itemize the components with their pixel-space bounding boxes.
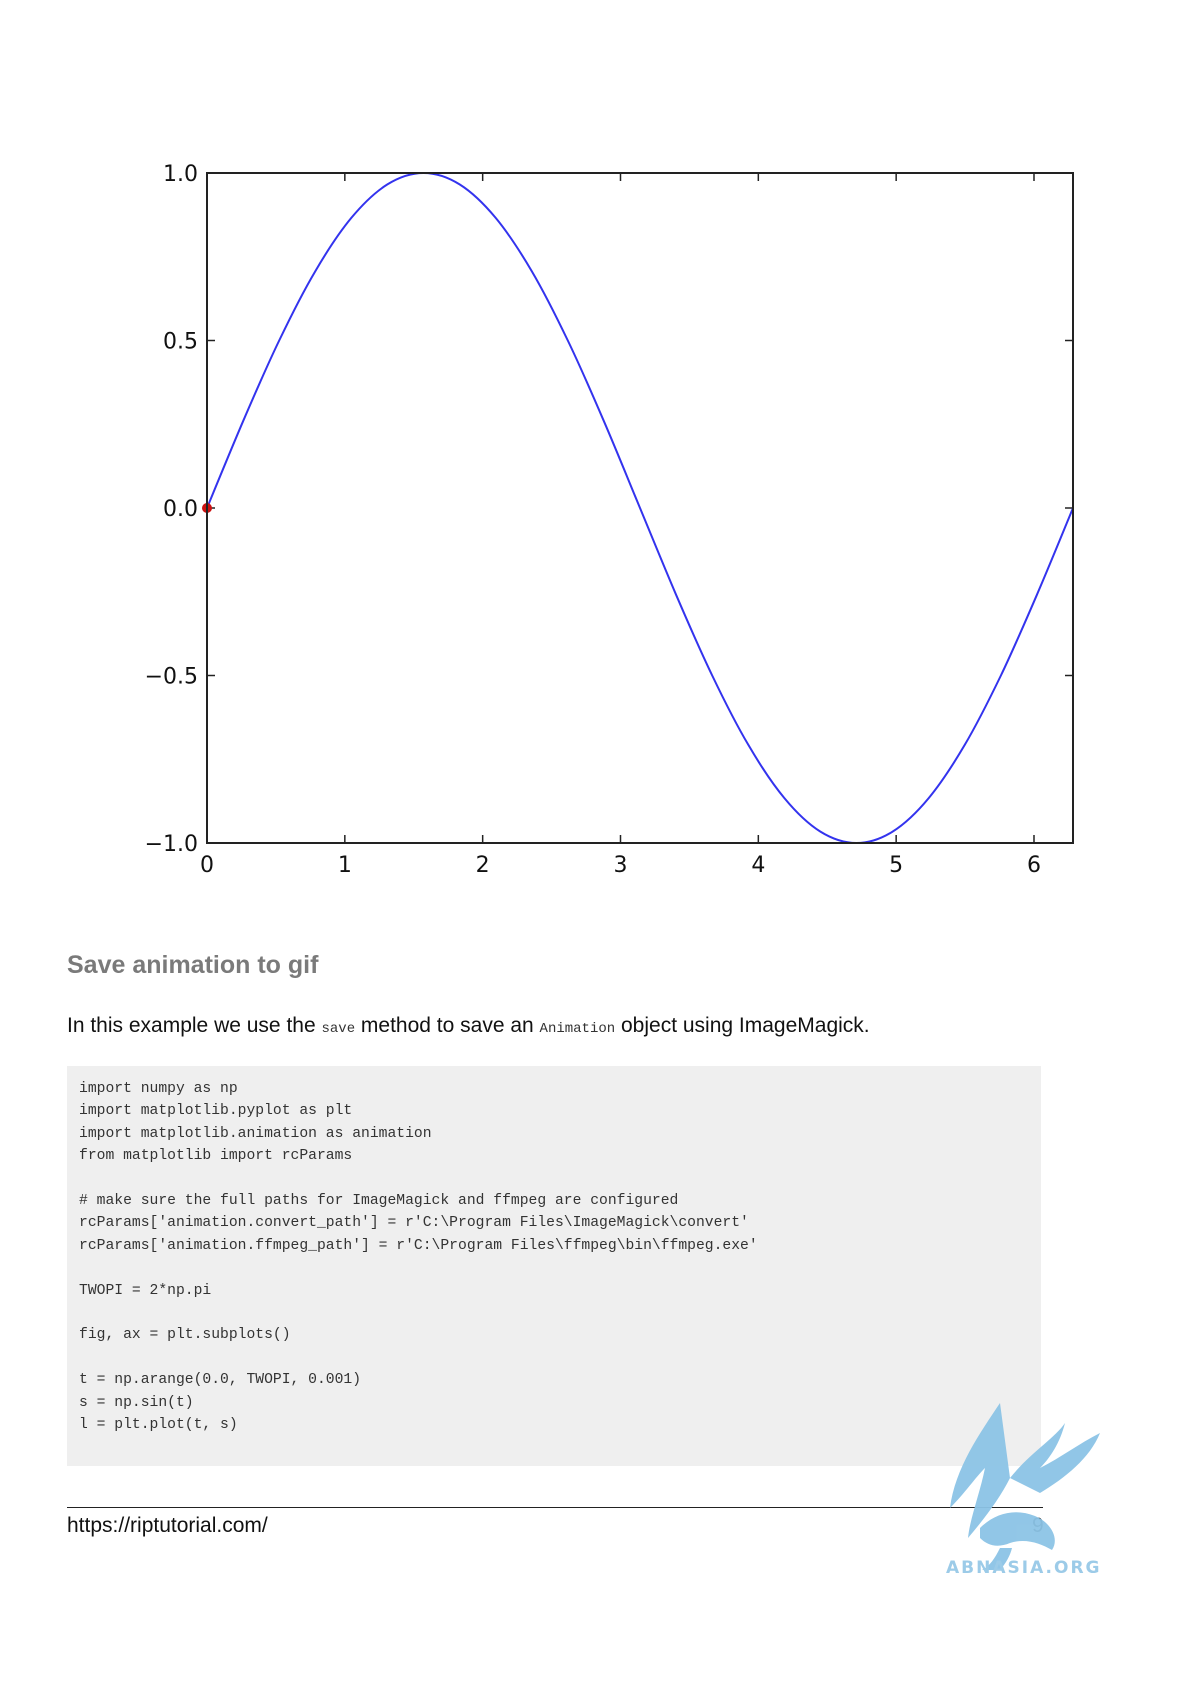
x-tick-label: 6	[1027, 853, 1041, 878]
sine-line	[206, 171, 1074, 845]
footer-url[interactable]: https://riptutorial.com/	[67, 1514, 268, 1537]
intro-text-3: object using ImageMagick.	[615, 1014, 870, 1037]
griffin-logo-icon	[950, 1403, 1100, 1570]
code-block: import numpy as np import matplotlib.pyp…	[67, 1066, 1041, 1466]
inline-code-save: save	[321, 1021, 356, 1037]
chart-tick-labels: 0 1 2 3 4 5 6 1.0 0.5 0.0 −0.5 −1.0	[145, 162, 1041, 878]
y-tick-label: −1.0	[145, 832, 198, 857]
inline-code-animation: Animation	[539, 1021, 616, 1037]
footer-divider	[67, 1507, 1043, 1508]
code-content: import numpy as np import matplotlib.pyp…	[79, 1081, 758, 1434]
x-tick-label: 1	[338, 853, 352, 878]
intro-text-1: In this example we use the	[67, 1014, 322, 1037]
intro-paragraph: In this example we use the save method t…	[67, 1014, 870, 1038]
y-tick-label: 0.5	[163, 330, 198, 355]
x-tick-label: 2	[476, 853, 490, 878]
sine-chart: 0 1 2 3 4 5 6 1.0 0.5 0.0 −0.5 −1.0	[145, 162, 1074, 878]
x-tick-label: 0	[200, 853, 214, 878]
y-tick-label: 0.0	[163, 497, 198, 522]
y-tick-label: 1.0	[163, 162, 198, 187]
plot-frame	[206, 172, 1074, 844]
watermark-text: ABNASIA.ORG	[946, 1558, 1102, 1578]
intro-text-2: method to save an	[355, 1014, 540, 1037]
x-tick-label: 5	[889, 853, 903, 878]
section-title: Save animation to gif	[67, 951, 319, 979]
chart-series	[202, 171, 1074, 845]
y-tick-label: −0.5	[145, 665, 198, 690]
x-tick-label: 3	[613, 853, 627, 878]
x-tick-label: 4	[751, 853, 765, 878]
